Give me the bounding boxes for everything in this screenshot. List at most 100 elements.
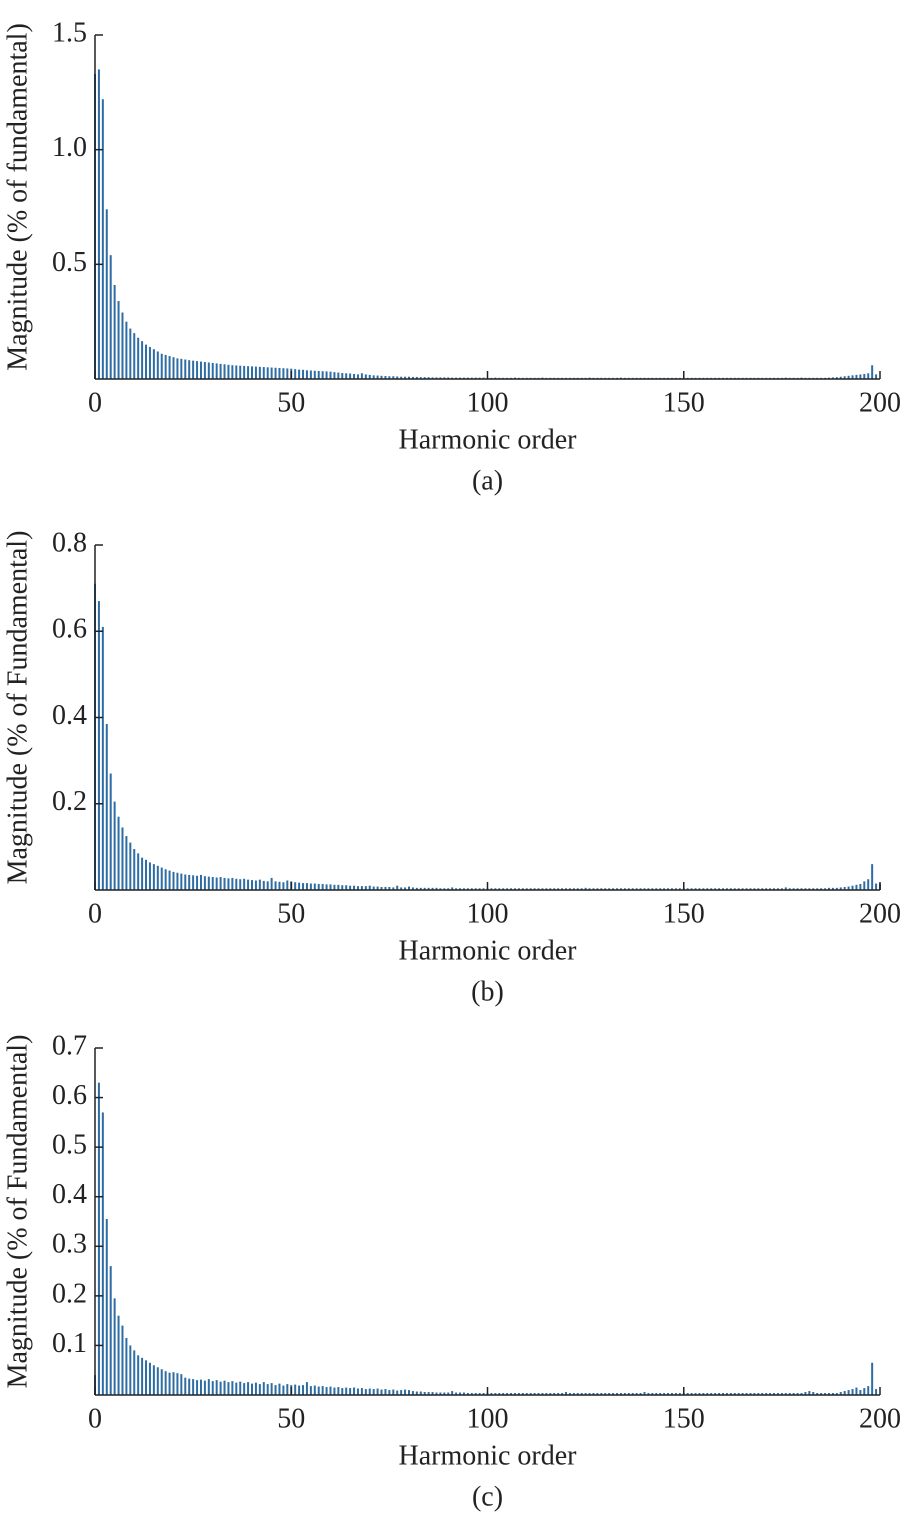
- bar: [356, 1388, 359, 1395]
- bar: [639, 1393, 642, 1395]
- bar: [529, 1393, 532, 1395]
- bar: [196, 361, 199, 379]
- bar: [266, 881, 269, 890]
- bar: [741, 1393, 744, 1395]
- bar: [262, 1382, 265, 1395]
- bar: [419, 887, 422, 890]
- x-tick-label: 50: [277, 1403, 305, 1434]
- bar: [251, 880, 253, 890]
- bar: [388, 376, 391, 379]
- bar: [317, 1386, 320, 1395]
- bar: [203, 1380, 206, 1395]
- bar: [447, 377, 450, 379]
- bar: [427, 887, 430, 890]
- bar: [439, 888, 442, 890]
- bar: [427, 377, 430, 379]
- bar: [258, 879, 261, 890]
- bar: [219, 1381, 222, 1395]
- bar: [647, 888, 650, 890]
- bar: [404, 376, 407, 379]
- bar: [694, 1393, 697, 1395]
- bar: [639, 888, 642, 890]
- bar: [659, 888, 662, 890]
- bar: [824, 888, 827, 890]
- bar: [251, 366, 253, 379]
- bar: [651, 888, 654, 890]
- bar: [596, 888, 599, 890]
- bar: [231, 1381, 234, 1395]
- bar: [827, 1393, 830, 1395]
- bar: [443, 1392, 446, 1395]
- bar: [670, 1393, 673, 1395]
- bar: [298, 882, 301, 890]
- bar: [313, 883, 316, 890]
- bar: [843, 886, 846, 890]
- bar: [109, 773, 112, 890]
- bar: [839, 887, 842, 890]
- bar: [678, 888, 681, 890]
- bar: [604, 888, 607, 890]
- bar: [396, 885, 399, 890]
- bar: [321, 1386, 324, 1395]
- bar: [792, 888, 795, 890]
- bar: [133, 333, 136, 379]
- bar: [152, 349, 155, 379]
- bar: [545, 888, 548, 890]
- bar: [97, 601, 100, 890]
- bar: [753, 888, 756, 890]
- bar: [839, 1392, 842, 1395]
- bar: [455, 888, 458, 890]
- bar: [714, 1393, 717, 1395]
- bar: [517, 1393, 520, 1395]
- bar: [537, 888, 540, 890]
- bar: [604, 1393, 607, 1395]
- bar: [286, 1384, 289, 1395]
- bar: [733, 888, 736, 890]
- bar: [278, 367, 281, 379]
- bar: [674, 1393, 677, 1395]
- bar: [411, 1391, 414, 1395]
- bar: [360, 373, 363, 379]
- bar: [820, 1393, 823, 1395]
- bar: [286, 880, 289, 890]
- bar: [121, 827, 124, 890]
- y-tick-label: 0.4: [52, 700, 87, 731]
- bar: [565, 888, 567, 890]
- bar: [576, 888, 579, 890]
- bar: [423, 887, 426, 890]
- bar: [113, 801, 116, 890]
- bar: [152, 1365, 155, 1395]
- bar: [431, 1392, 434, 1395]
- bar: [557, 888, 560, 890]
- bar: [451, 1391, 454, 1395]
- bar: [729, 888, 732, 890]
- bar: [659, 1393, 662, 1395]
- bar: [584, 1393, 587, 1395]
- x-tick-label: 200: [859, 1403, 901, 1434]
- x-tick-label: 150: [663, 898, 705, 929]
- caption: (c): [472, 1481, 503, 1512]
- bar: [372, 375, 375, 379]
- bar: [855, 1387, 858, 1395]
- bar: [584, 887, 587, 890]
- bar: [364, 374, 367, 379]
- caption: (b): [471, 976, 504, 1007]
- bar: [773, 888, 776, 890]
- bar: [780, 888, 783, 890]
- bar: [203, 362, 206, 379]
- bar: [117, 301, 120, 379]
- bar: [423, 377, 426, 379]
- bar: [207, 1379, 210, 1395]
- bar: [388, 1390, 391, 1395]
- bar: [388, 886, 391, 890]
- bar: [372, 886, 375, 890]
- bar: [243, 1383, 246, 1395]
- bar: [274, 367, 277, 379]
- bar: [145, 1360, 148, 1395]
- bar: [851, 1389, 854, 1395]
- bar: [376, 1388, 379, 1395]
- bar: [243, 878, 246, 890]
- bar: [710, 1393, 713, 1395]
- bar: [419, 1391, 422, 1395]
- bar: [867, 1386, 870, 1395]
